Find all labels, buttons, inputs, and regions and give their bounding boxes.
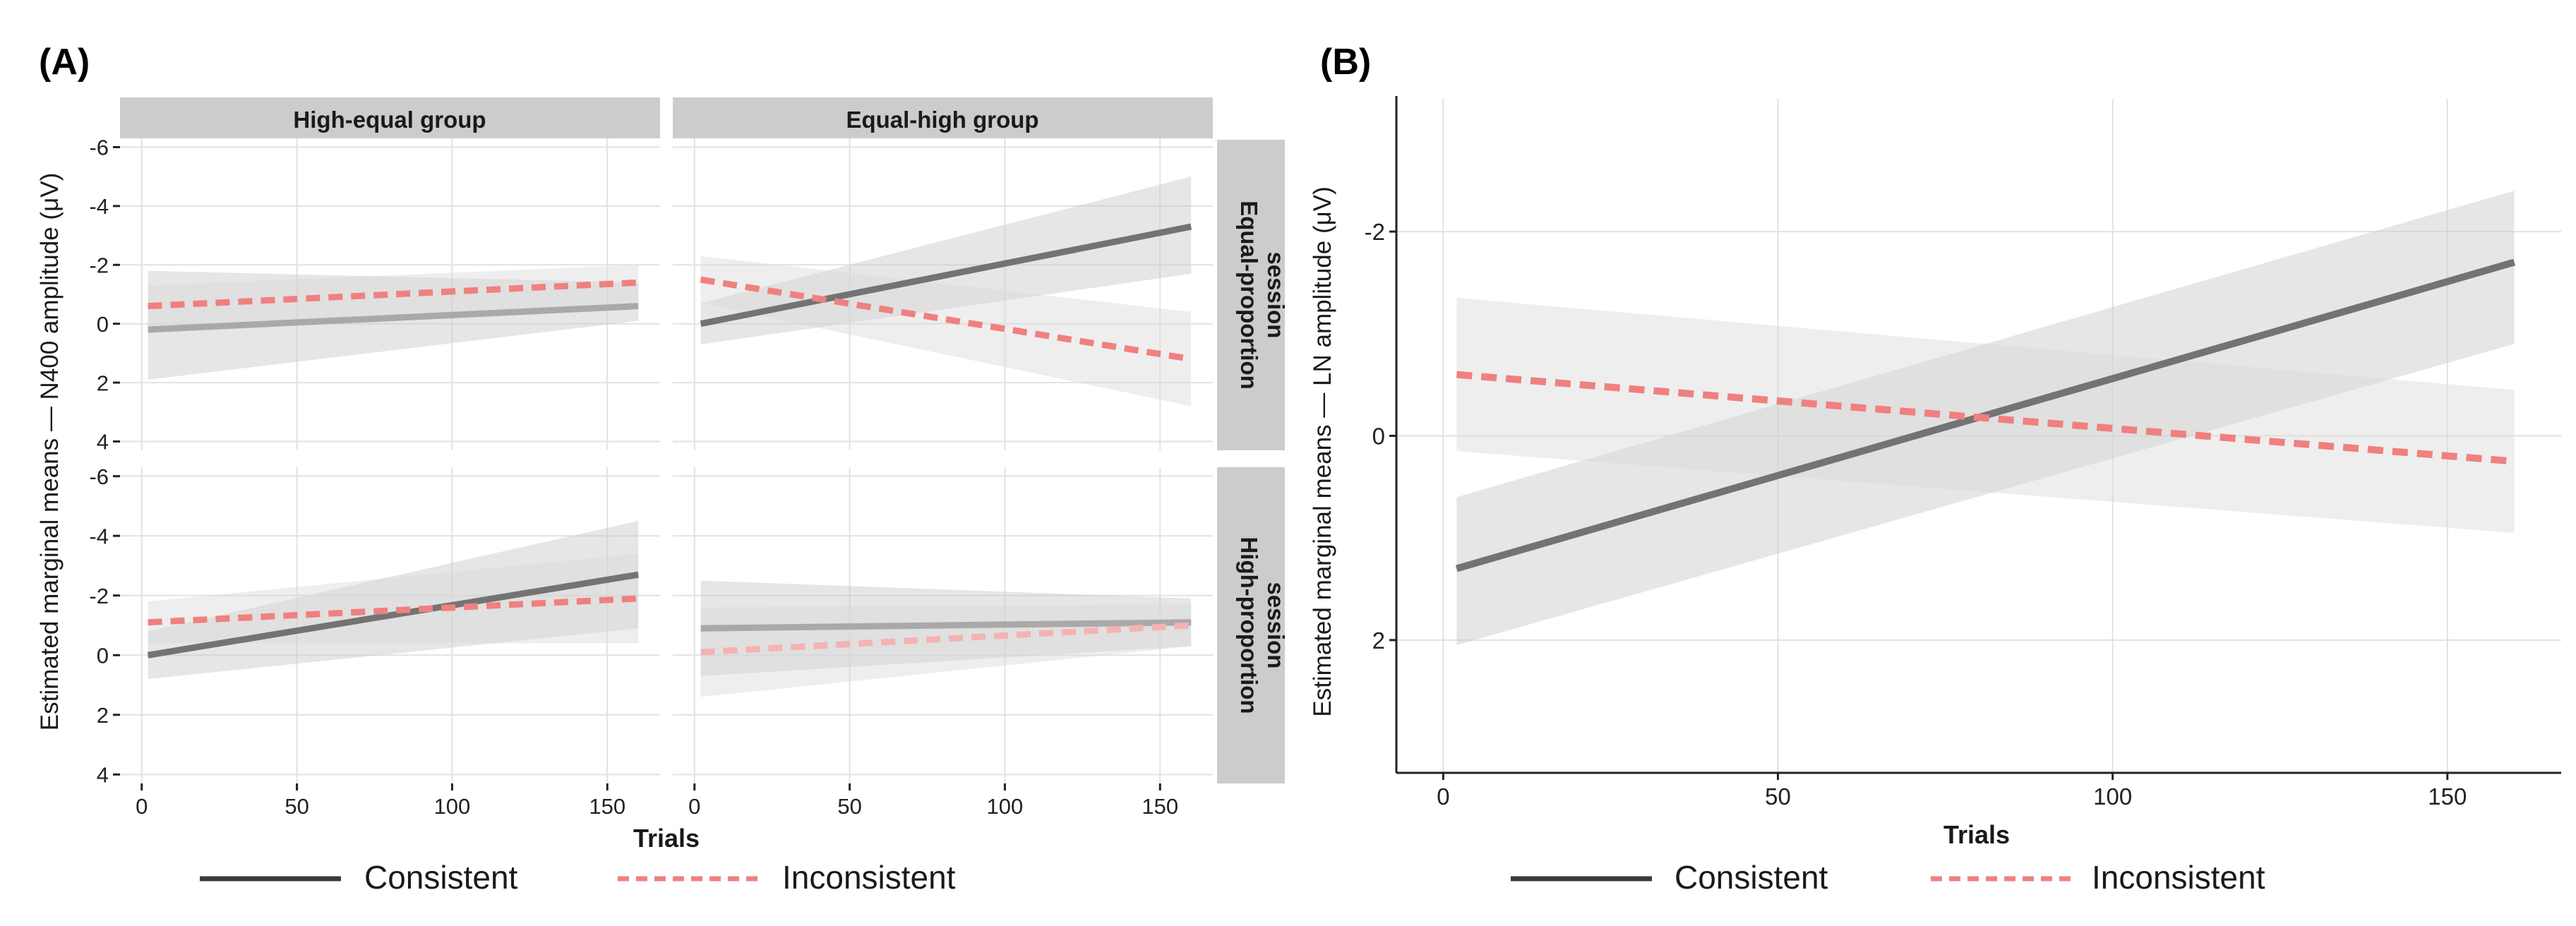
y-tick-label: 4 — [97, 762, 109, 787]
y-tick-label: -6 — [89, 136, 109, 160]
x-tick-label: 50 — [1765, 783, 1791, 810]
facet-high-equal-equal-proportion — [120, 138, 660, 450]
legend-a-consistent-label: Consistent — [364, 859, 518, 896]
x-tick-label: 100 — [2093, 783, 2132, 810]
y-tick-label: 2 — [97, 371, 109, 395]
inconsistent-line — [148, 595, 639, 626]
y-tick-label: -6 — [89, 464, 109, 489]
x-tick-label: 150 — [589, 794, 625, 819]
inconsistent-confidence-band — [148, 265, 639, 327]
strip-row-high-proportion-line2: session — [1263, 582, 1289, 669]
y-tick-label: 0 — [1372, 423, 1385, 449]
x-tick-label: 50 — [284, 794, 308, 819]
x-tick-label: 100 — [434, 794, 471, 819]
y-tick-label: 0 — [97, 312, 109, 337]
inconsistent-line — [1456, 371, 2515, 465]
strip-column-equal-high-label: Equal-high group — [846, 107, 1038, 133]
y-tick-label: -4 — [89, 194, 109, 219]
strip-row-equal-proportion — [1217, 140, 1285, 450]
consistent-confidence-band — [148, 521, 639, 680]
panel-a-y-label: Estimated marginal means — N400 amplitud… — [36, 173, 64, 731]
panel-a: (A) High-equal group Equal-high group Eq… — [36, 42, 1289, 896]
panel-b-plot — [1396, 99, 2561, 773]
facet-equal-high-high-proportion — [673, 467, 1213, 783]
consistent-line — [700, 223, 1192, 327]
consistent-line — [147, 571, 639, 659]
strip-row-high-proportion-line1: High-proportion — [1236, 536, 1262, 714]
strip-column-equal-high — [673, 97, 1213, 138]
legend-a-inconsistent-label: Inconsistent — [782, 859, 956, 896]
x-tick-label: 150 — [2428, 783, 2467, 810]
inconsistent-confidence-band — [700, 255, 1192, 407]
legend-b-consistent-label: Consistent — [1675, 859, 1828, 896]
inconsistent-line — [148, 279, 639, 310]
y-tick-label: -2 — [1365, 219, 1385, 245]
inconsistent-confidence-band — [148, 553, 639, 644]
panel-b-y-axis: -2 0 2 — [1365, 96, 1398, 773]
inconsistent-line — [700, 276, 1192, 363]
facet-high-equal-high-proportion — [120, 467, 660, 783]
panel-a-x-axis: 0 50 100 150 0 50 100 150 — [136, 783, 1178, 819]
strip-row-equal-proportion-line1: Equal-proportion — [1236, 200, 1262, 390]
panel-a-y-axis: -6 -4 -2 0 2 4 -6 -4 -2 0 2 4 — [89, 136, 120, 787]
panel-b-y-label: Estimated marginal means — LN amplitude … — [1309, 186, 1336, 717]
consistent-line — [700, 619, 1192, 632]
x-tick-label: 0 — [1437, 783, 1449, 810]
y-tick-label: 2 — [1372, 627, 1385, 654]
legend-b-inconsistent-label: Inconsistent — [2092, 859, 2265, 896]
panel-b: (B) -2 0 2 0 50 100 150 Estimated marginal me… — [1309, 42, 2561, 896]
panel-a-x-label: Trials — [633, 824, 700, 853]
strip-column-high-equal-label: High-equal group — [293, 107, 486, 133]
y-tick-label: 0 — [97, 643, 109, 668]
panel-b-label: (B) — [1320, 42, 1371, 83]
x-tick-label: 0 — [136, 794, 148, 819]
x-tick-label: 50 — [837, 794, 861, 819]
y-tick-label: 2 — [97, 703, 109, 728]
consistent-line — [148, 303, 639, 333]
y-tick-label: -2 — [89, 253, 109, 277]
strip-row-high-proportion — [1217, 467, 1285, 783]
strip-row-equal-proportion-line2: session — [1263, 252, 1289, 339]
y-tick-label: -4 — [89, 524, 109, 548]
panel-a-legend: Consistent Inconsistent — [200, 859, 956, 896]
facet-equal-high-equal-proportion — [673, 138, 1213, 450]
y-tick-label: -2 — [89, 584, 109, 608]
inconsistent-line — [700, 622, 1192, 656]
x-tick-label: 0 — [688, 794, 700, 819]
strip-column-high-equal — [120, 97, 660, 138]
y-tick-label: 4 — [97, 430, 109, 455]
panel-b-x-label: Trials — [1943, 820, 2010, 849]
x-tick-label: 100 — [987, 794, 1024, 819]
panel-b-x-axis: 0 50 100 150 — [1396, 771, 2561, 810]
x-tick-label: 150 — [1142, 794, 1178, 819]
panel-a-label: (A) — [39, 42, 90, 83]
panel-b-legend: Consistent Inconsistent — [1511, 859, 2265, 896]
